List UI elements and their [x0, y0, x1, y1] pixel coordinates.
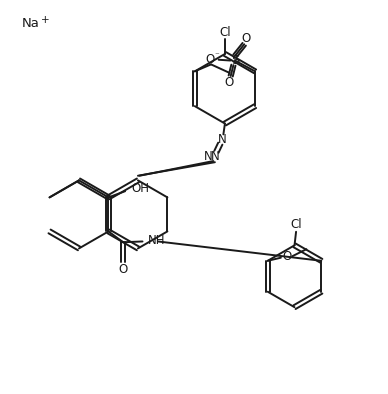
Text: Cl: Cl	[219, 26, 231, 39]
Text: ⁻: ⁻	[215, 52, 220, 61]
Text: N: N	[217, 132, 226, 145]
Text: N: N	[211, 150, 219, 163]
Text: NH: NH	[148, 234, 166, 247]
Text: O: O	[241, 32, 250, 45]
Text: +: +	[41, 15, 50, 25]
Text: O: O	[119, 263, 128, 276]
Text: O: O	[282, 250, 292, 263]
Text: O: O	[225, 76, 234, 89]
Text: Cl: Cl	[290, 217, 302, 230]
Text: OH: OH	[132, 182, 150, 195]
Text: O: O	[205, 53, 215, 66]
Text: N: N	[204, 150, 212, 163]
Text: Na: Na	[22, 17, 40, 30]
Text: S: S	[231, 54, 239, 67]
